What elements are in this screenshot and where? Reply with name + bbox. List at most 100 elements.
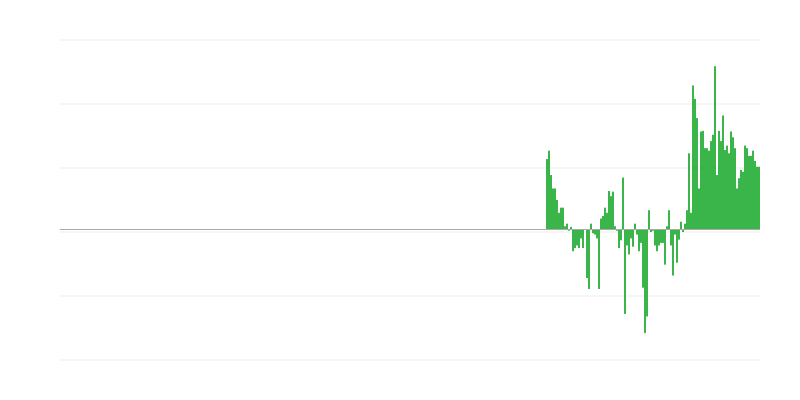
bar <box>562 207 564 230</box>
bar <box>630 229 632 239</box>
bar <box>728 153 730 230</box>
bar <box>612 191 614 230</box>
bar <box>642 229 644 288</box>
bar <box>694 98 696 230</box>
bar <box>734 148 736 230</box>
bar <box>616 229 618 231</box>
bar <box>610 196 612 230</box>
bar <box>646 229 648 317</box>
bar <box>628 229 630 255</box>
bar <box>632 229 634 247</box>
bar <box>656 229 658 252</box>
bar <box>588 229 590 289</box>
bar <box>638 229 640 252</box>
bar <box>548 150 550 230</box>
bar <box>580 229 582 239</box>
bar <box>736 188 738 230</box>
bar <box>648 210 650 230</box>
bar <box>708 150 710 230</box>
bar <box>664 229 666 265</box>
bar <box>748 155 750 230</box>
bar <box>574 229 576 248</box>
bar <box>710 141 712 230</box>
bar <box>622 177 624 230</box>
bar <box>560 207 562 230</box>
bar <box>742 171 744 230</box>
bar <box>626 229 628 246</box>
bar <box>674 229 676 235</box>
bar <box>582 229 584 248</box>
bar <box>672 229 674 276</box>
bar <box>576 229 578 246</box>
bar <box>720 141 722 230</box>
bar <box>614 226 616 230</box>
bar <box>680 221 682 230</box>
bar <box>700 131 702 230</box>
bar <box>604 207 606 230</box>
bar <box>594 229 596 235</box>
bar <box>706 148 708 230</box>
bar <box>714 66 716 230</box>
bar <box>726 145 728 230</box>
bar <box>696 118 698 230</box>
bar <box>730 131 732 230</box>
bar <box>558 212 560 230</box>
bar <box>658 229 660 246</box>
bar <box>570 226 572 230</box>
bar <box>698 188 700 230</box>
bar <box>590 223 592 230</box>
bar <box>750 155 752 230</box>
bar <box>578 229 580 248</box>
bars <box>546 66 760 334</box>
bar <box>692 85 694 230</box>
bar <box>732 137 734 230</box>
bar <box>722 115 724 230</box>
bar <box>666 226 668 230</box>
bar <box>682 229 684 232</box>
bar <box>602 216 604 230</box>
bar <box>566 223 568 230</box>
bar <box>568 229 570 231</box>
bar <box>586 229 588 279</box>
bar <box>600 218 602 230</box>
bar <box>636 229 638 235</box>
bar <box>686 210 688 230</box>
bar <box>744 145 746 230</box>
bar <box>684 223 686 230</box>
bar <box>634 223 636 230</box>
bar <box>702 130 704 230</box>
bar <box>752 150 754 230</box>
bar <box>688 153 690 230</box>
bar <box>712 134 714 230</box>
bar <box>624 229 626 314</box>
bar <box>740 169 742 230</box>
bar <box>596 229 598 239</box>
bar <box>678 229 680 240</box>
bar <box>552 188 554 230</box>
bar <box>598 229 600 289</box>
bar <box>554 188 556 230</box>
bar <box>546 159 548 230</box>
bar <box>640 229 642 243</box>
bar <box>564 226 566 230</box>
bar <box>550 175 552 230</box>
bar <box>670 229 672 246</box>
bar <box>758 166 760 230</box>
bar <box>738 178 740 230</box>
bar <box>668 210 670 230</box>
bar <box>724 150 726 230</box>
bar <box>556 200 558 230</box>
bar <box>662 229 664 243</box>
bar <box>690 212 692 230</box>
bar <box>608 191 610 230</box>
bar <box>754 160 756 230</box>
bar <box>606 212 608 230</box>
bar <box>572 229 574 252</box>
bar <box>654 229 656 246</box>
gridlines <box>60 39 760 361</box>
bar <box>676 229 678 263</box>
bar <box>650 229 652 232</box>
bar <box>704 148 706 230</box>
bar <box>746 148 748 230</box>
